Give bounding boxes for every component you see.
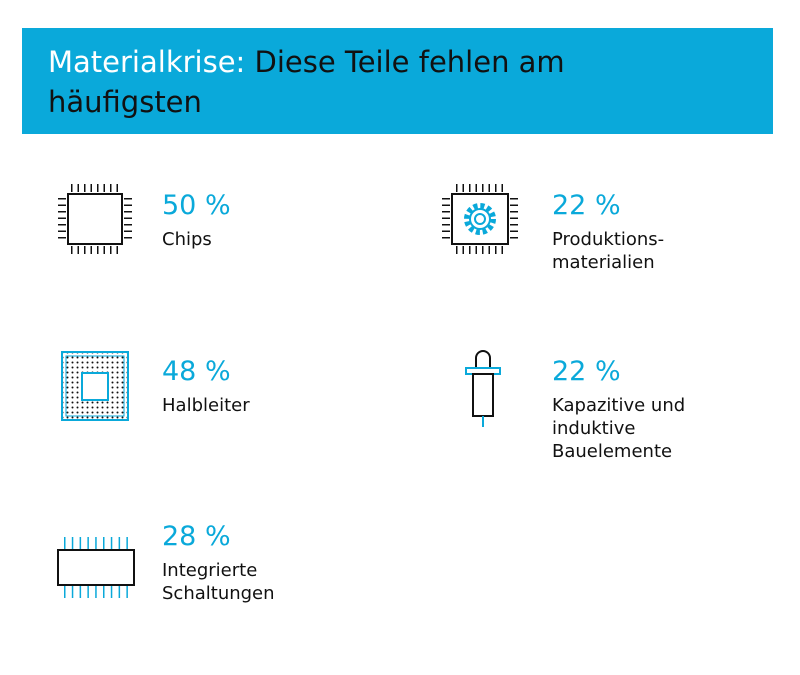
- percentage: 28 %: [162, 521, 231, 552]
- item: 22 % Produktions-materialien: [552, 190, 664, 274]
- label-line: Kapazitive und: [552, 395, 686, 416]
- item-label: Produktions-materialien: [552, 228, 664, 274]
- item-label: Integrierte Schaltungen: [162, 559, 275, 605]
- ic-icon: [57, 537, 135, 598]
- label-line: Halbleiter: [162, 395, 250, 416]
- label-line: Schaltungen: [162, 583, 275, 604]
- title-lead: Materialkrise:: [48, 45, 246, 79]
- label-line: Integrierte: [162, 560, 258, 581]
- label-line: Chips: [162, 229, 212, 250]
- item: 48 % Halbleiter: [162, 356, 250, 417]
- semiconductor-icon: [61, 351, 129, 421]
- percentage: 22 %: [552, 356, 621, 387]
- title: Materialkrise: Diese Teile fehlen am häu…: [48, 42, 608, 122]
- percentage: 22 %: [552, 190, 621, 221]
- percentage: 48 %: [162, 356, 231, 387]
- item-label: Chips: [162, 228, 231, 251]
- title-rest: Diese Teile fehlen am häufigsten: [48, 45, 565, 119]
- item-label: Halbleiter: [162, 394, 250, 417]
- percentage: 50 %: [162, 190, 231, 221]
- label-line: Produktions-: [552, 229, 665, 250]
- item-label: Kapazitive und induktive Bauelemente: [552, 394, 685, 463]
- chip-icon: [58, 184, 132, 254]
- label-line: induktive: [552, 418, 636, 439]
- capacitor-icon: [465, 350, 501, 427]
- item: 50 % Chips: [162, 190, 231, 251]
- gear-chip-icon: [442, 184, 518, 254]
- header: Materialkrise: Diese Teile fehlen am häu…: [22, 28, 773, 134]
- item: 28 % Integrierte Schaltungen: [162, 521, 275, 605]
- label-line: materialien: [552, 252, 655, 273]
- label-line: Bauelemente: [552, 441, 673, 462]
- item: 22 % Kapazitive und induktive Bauelemente: [552, 356, 685, 463]
